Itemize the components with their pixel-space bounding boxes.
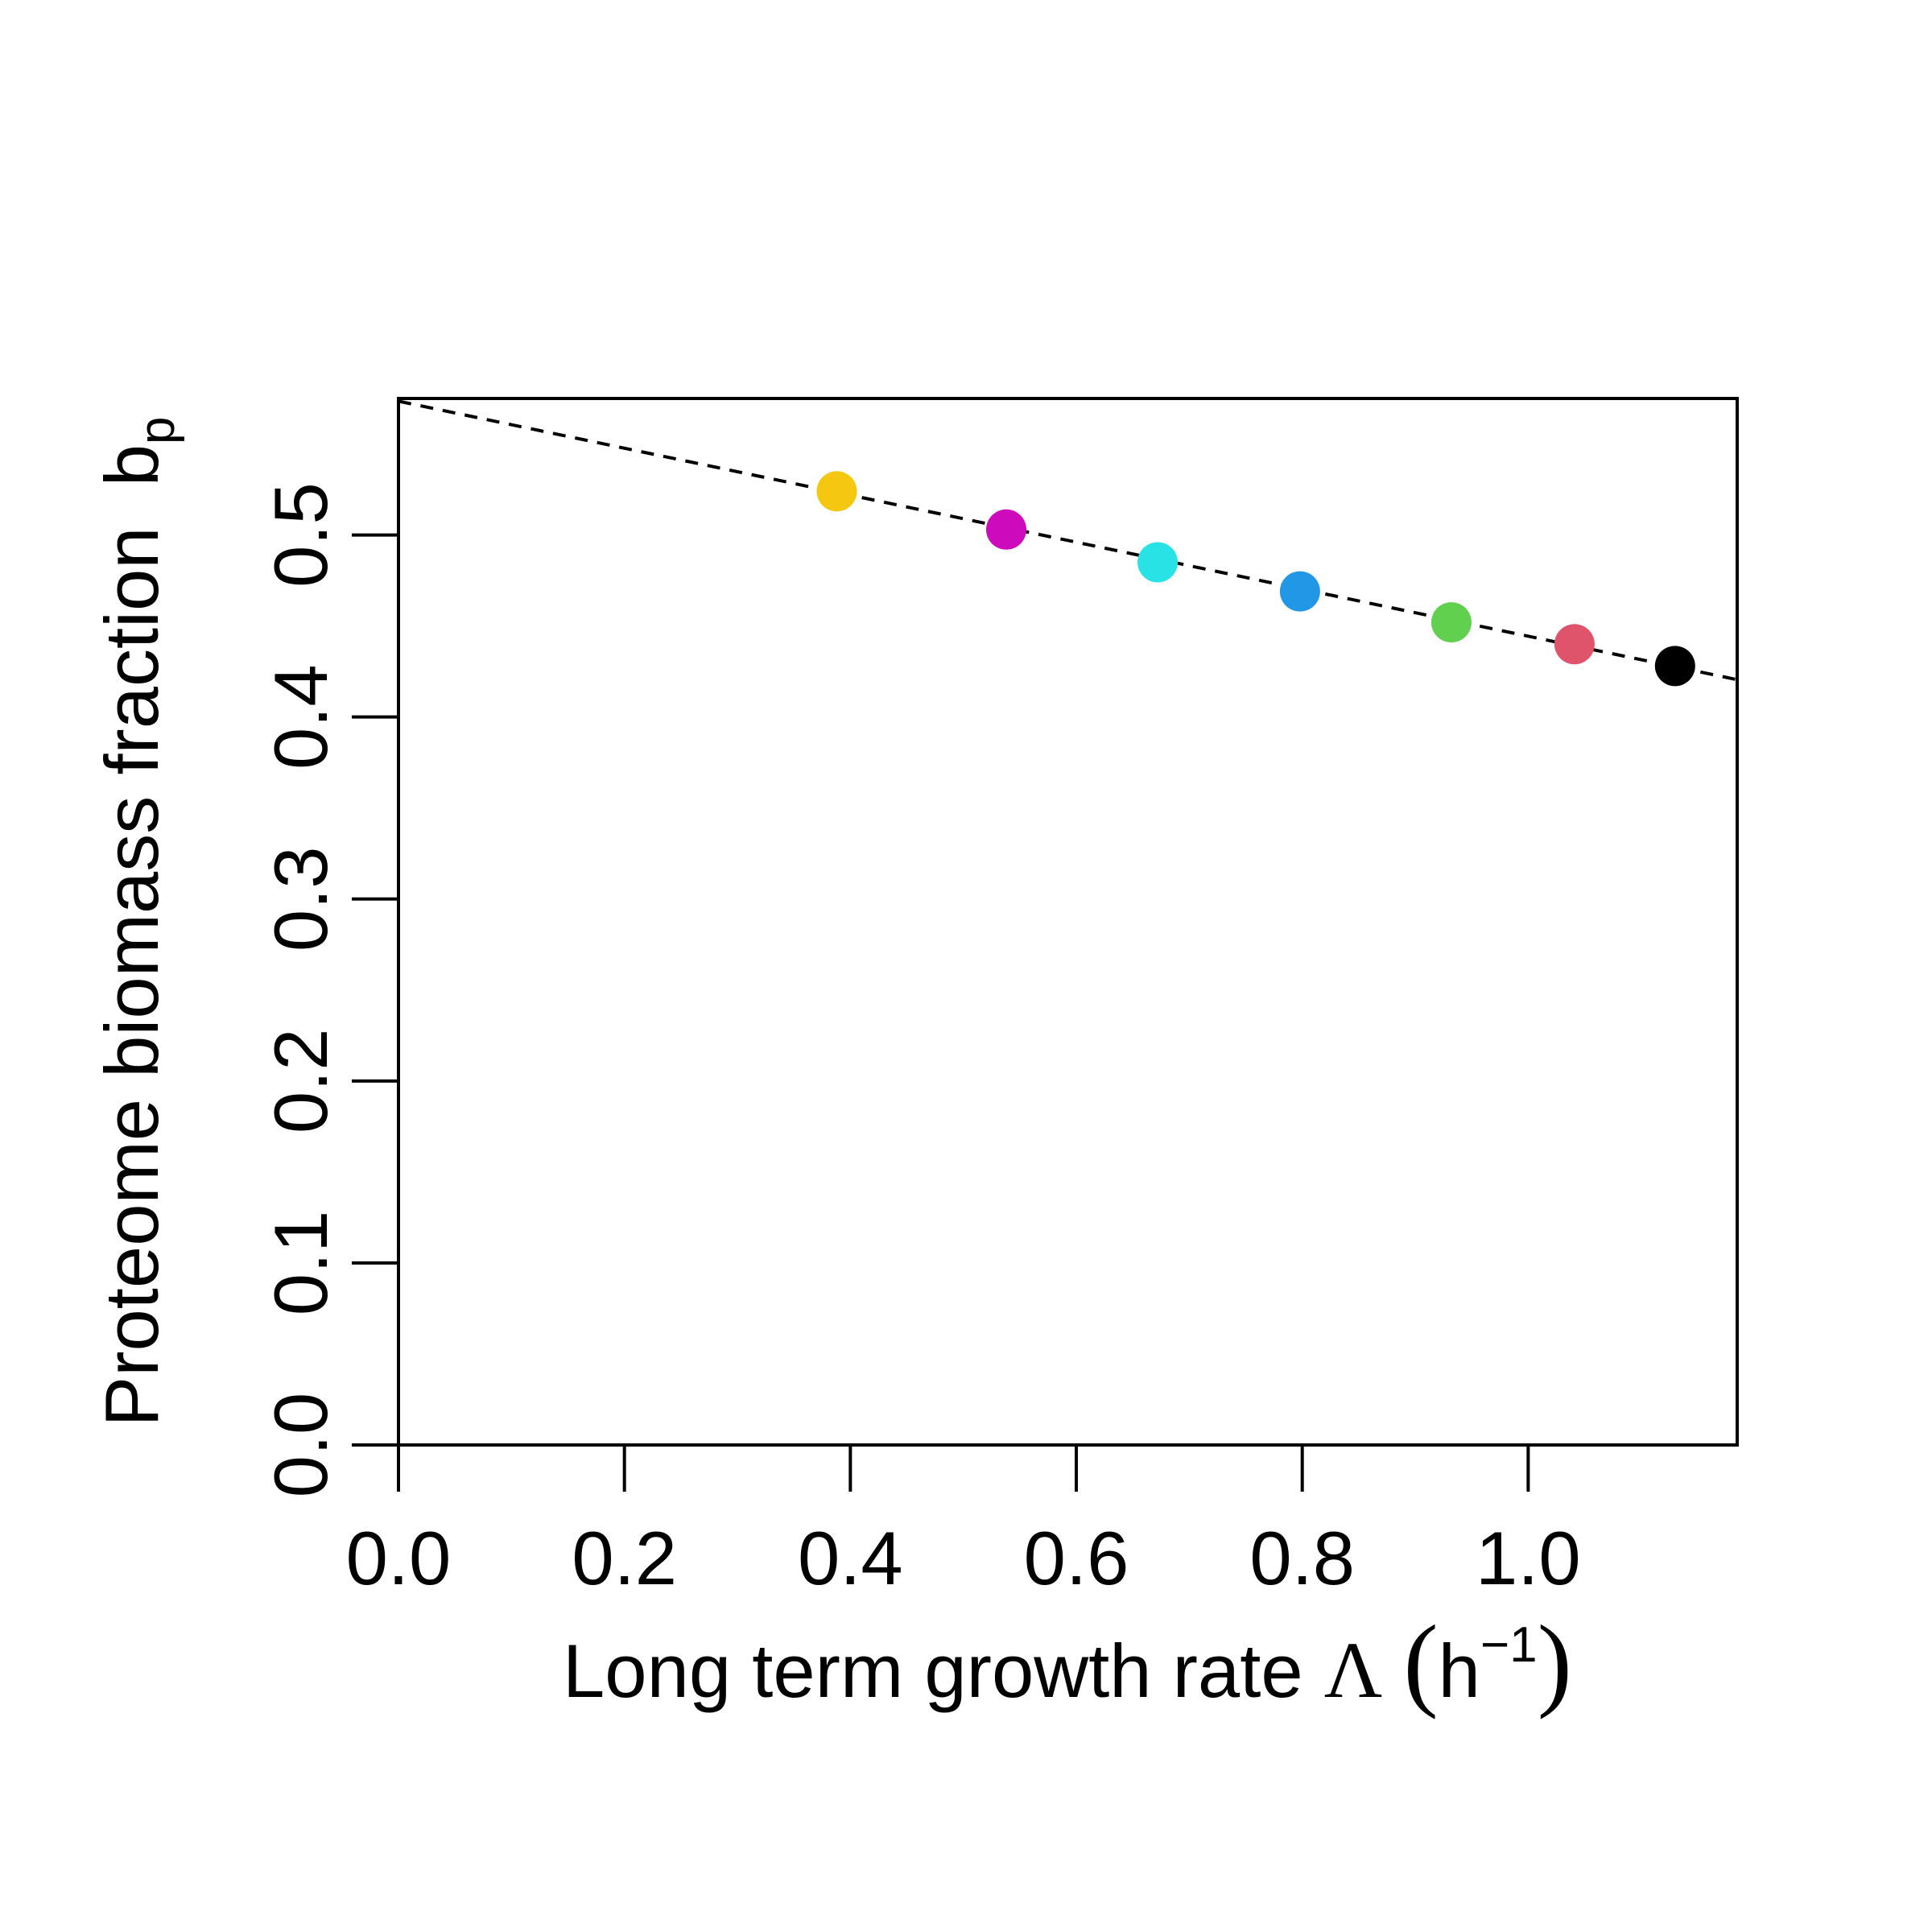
- x-tick-label: 1.0: [1476, 1516, 1581, 1600]
- y-axis-label-subscript: p: [130, 417, 185, 444]
- x-axis-label-close-paren: ): [1538, 1604, 1572, 1720]
- data-point: [1554, 624, 1595, 665]
- y-tick-label: 0.1: [258, 1211, 343, 1316]
- x-axis-label-open-paren: (: [1403, 1604, 1438, 1720]
- data-point: [1654, 646, 1695, 687]
- data-point: [986, 509, 1027, 550]
- y-tick-label: 0.2: [258, 1028, 343, 1133]
- y-axis-label-symbol: b: [89, 444, 174, 486]
- x-tick-label: 0.2: [572, 1516, 677, 1600]
- x-tick-label: 0.6: [1024, 1516, 1129, 1600]
- data-point: [816, 471, 857, 512]
- data-point: [1279, 571, 1320, 612]
- data-point: [1137, 542, 1179, 583]
- y-tick-label: 0.3: [258, 846, 343, 952]
- x-tick-label: 0.4: [798, 1516, 903, 1600]
- data-point: [1430, 602, 1472, 643]
- y-tick-label: 0.5: [258, 482, 343, 588]
- y-tick-label: 0.0: [258, 1393, 343, 1498]
- x-axis-label-unit: h: [1439, 1629, 1480, 1713]
- y-axis-label: Proteome biomass fraction bp: [89, 417, 185, 1427]
- x-axis-label-text: Long term growth rate: [563, 1629, 1303, 1713]
- x-tick-label: 0.8: [1249, 1516, 1355, 1600]
- x-tick-label: 0.0: [346, 1516, 452, 1600]
- x-axis-label-symbol: Λ: [1324, 1625, 1383, 1715]
- y-axis-label-text: Proteome biomass fraction: [89, 526, 174, 1426]
- fit-line: [398, 399, 1738, 682]
- x-axis-label-unit-exponent: −1: [1480, 1617, 1538, 1673]
- y-tick-label: 0.4: [258, 664, 343, 770]
- x-axis-label: Long term growth rate Λ (h−1): [563, 1604, 1572, 1720]
